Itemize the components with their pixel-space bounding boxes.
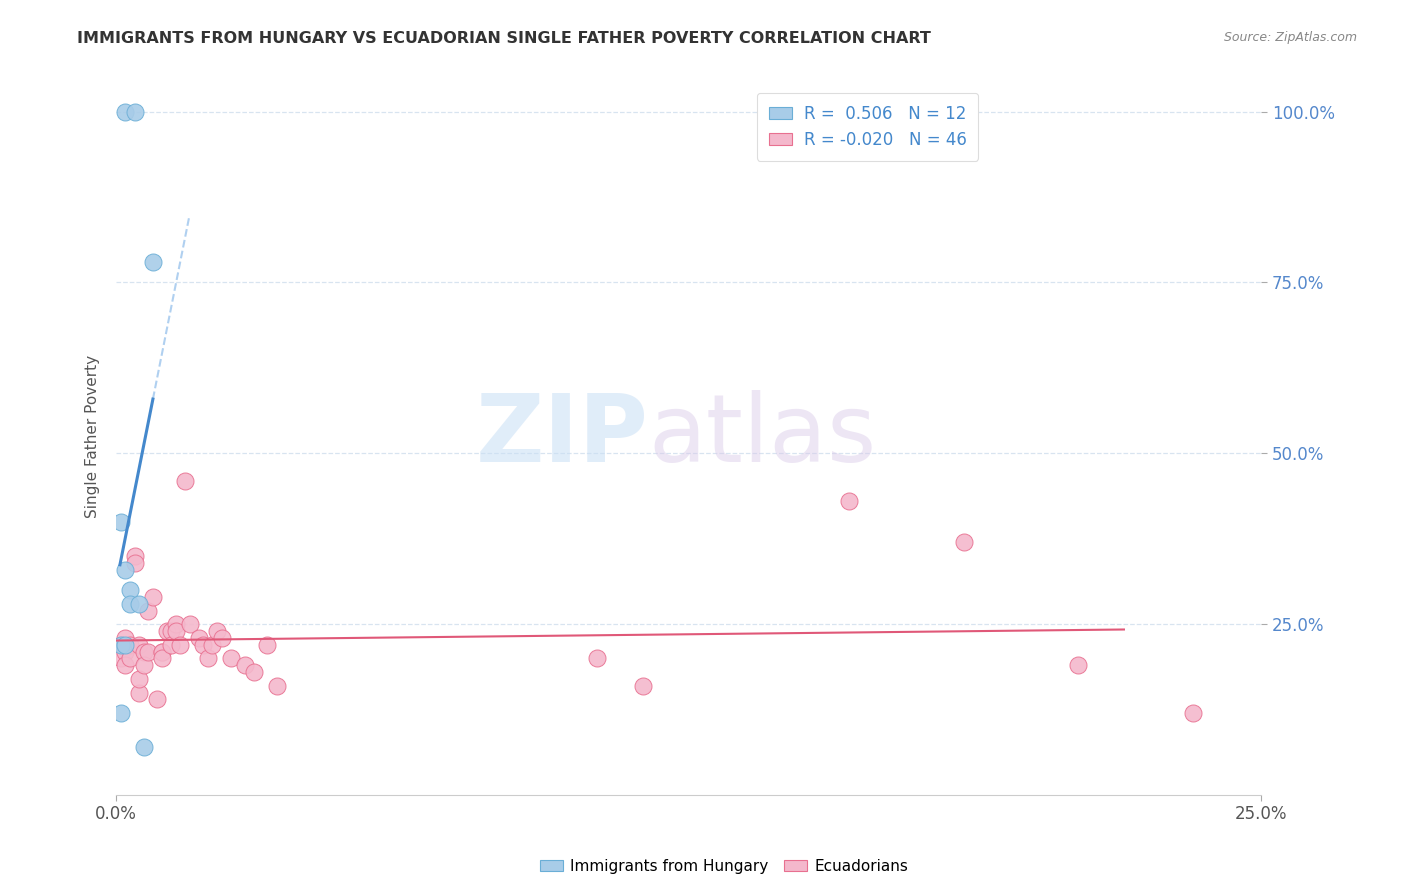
Point bbox=[142, 590, 165, 604]
Point bbox=[114, 644, 136, 658]
Point bbox=[132, 740, 155, 755]
Point bbox=[114, 658, 136, 673]
Point bbox=[150, 651, 173, 665]
Point bbox=[256, 638, 278, 652]
Point bbox=[631, 679, 654, 693]
Point bbox=[219, 651, 242, 665]
Text: ZIP: ZIP bbox=[475, 391, 648, 483]
Point bbox=[132, 658, 155, 673]
Point bbox=[211, 631, 233, 645]
Text: IMMIGRANTS FROM HUNGARY VS ECUADORIAN SINGLE FATHER POVERTY CORRELATION CHART: IMMIGRANTS FROM HUNGARY VS ECUADORIAN SI… bbox=[77, 31, 931, 46]
Point bbox=[128, 638, 150, 652]
Point bbox=[110, 638, 132, 652]
Point bbox=[114, 638, 136, 652]
Point bbox=[114, 631, 136, 645]
Point bbox=[118, 651, 141, 665]
Point bbox=[124, 104, 146, 119]
Point bbox=[150, 644, 173, 658]
Point bbox=[952, 535, 974, 549]
Point bbox=[128, 672, 150, 686]
Point bbox=[150, 644, 173, 658]
Point bbox=[1067, 658, 1090, 673]
Point bbox=[138, 603, 160, 617]
Point bbox=[165, 617, 187, 632]
Point bbox=[110, 706, 132, 720]
Point bbox=[586, 651, 609, 665]
Point bbox=[169, 638, 191, 652]
Point bbox=[114, 104, 136, 119]
Point bbox=[197, 651, 219, 665]
Point bbox=[118, 597, 141, 611]
Point bbox=[124, 556, 146, 570]
Point bbox=[160, 638, 183, 652]
Point bbox=[142, 255, 165, 269]
Text: Source: ZipAtlas.com: Source: ZipAtlas.com bbox=[1223, 31, 1357, 45]
Point bbox=[128, 685, 150, 699]
Point bbox=[266, 679, 288, 693]
Point bbox=[165, 624, 187, 638]
Point bbox=[179, 617, 201, 632]
Text: atlas: atlas bbox=[648, 391, 877, 483]
Point bbox=[114, 562, 136, 576]
Legend: Immigrants from Hungary, Ecuadorians: Immigrants from Hungary, Ecuadorians bbox=[534, 853, 914, 880]
Y-axis label: Single Father Poverty: Single Father Poverty bbox=[86, 355, 100, 518]
Point bbox=[118, 638, 141, 652]
Point bbox=[233, 658, 256, 673]
Point bbox=[110, 651, 132, 665]
Point bbox=[1181, 706, 1204, 720]
Point bbox=[193, 638, 215, 652]
Point bbox=[132, 644, 155, 658]
Point bbox=[205, 624, 228, 638]
Point bbox=[146, 692, 169, 706]
Point bbox=[124, 549, 146, 563]
Point bbox=[201, 638, 224, 652]
Point bbox=[838, 494, 860, 508]
Point bbox=[174, 474, 197, 488]
Point bbox=[138, 644, 160, 658]
Legend: R =  0.506   N = 12, R = -0.020   N = 46: R = 0.506 N = 12, R = -0.020 N = 46 bbox=[756, 93, 979, 161]
Point bbox=[128, 597, 150, 611]
Point bbox=[160, 624, 183, 638]
Point bbox=[242, 665, 264, 679]
Point bbox=[156, 624, 179, 638]
Point bbox=[110, 638, 132, 652]
Point bbox=[110, 515, 132, 529]
Point bbox=[187, 631, 209, 645]
Point bbox=[118, 582, 141, 597]
